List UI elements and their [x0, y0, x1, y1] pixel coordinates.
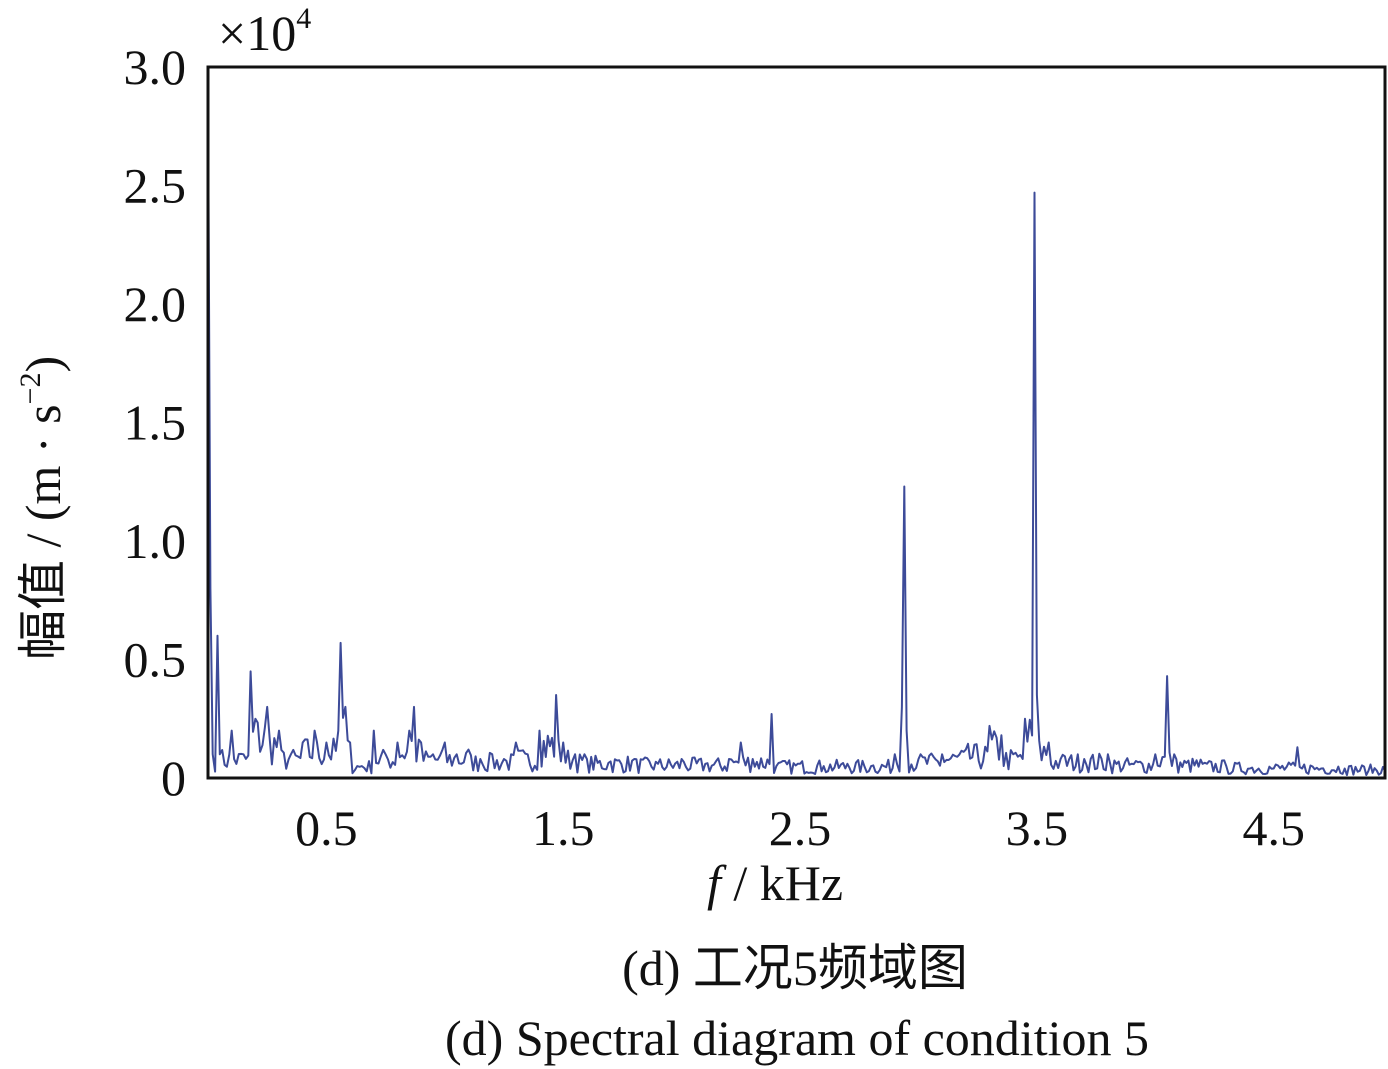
x-tick-labels: 0.5 1.5 2.5 3.5 4.5	[295, 800, 1305, 856]
y-tick-label: 0	[161, 750, 186, 806]
y-tick-label: 2.5	[124, 158, 187, 214]
caption-chinese: (d) 工况5频域图	[622, 940, 968, 996]
caption-english: (d) Spectral diagram of condition 5	[445, 1010, 1149, 1066]
x-tick-label: 2.5	[769, 800, 832, 856]
y-tick-label: 2.0	[124, 276, 187, 332]
x-tick-label: 0.5	[295, 800, 358, 856]
x-tick-label: 1.5	[532, 800, 595, 856]
x-axis-label: f / kHz	[707, 855, 843, 911]
y-tick-label: 0.5	[124, 632, 187, 688]
y-multiplier: ×104	[218, 2, 311, 61]
y-tick-label: 3.0	[124, 39, 187, 95]
x-tick-label: 4.5	[1242, 800, 1305, 856]
x-tick-label: 3.5	[1006, 800, 1069, 856]
y-tick-label: 1.5	[124, 395, 187, 451]
y-axis-label: 幅值 / (m · s−2)	[14, 356, 71, 660]
spectrum-line	[207, 90, 1386, 777]
y-tick-label: 1.0	[124, 513, 187, 569]
plot-frame	[206, 65, 1387, 780]
y-tick-labels: 0 0.5 1.0 1.5 2.0 2.5 3.0	[124, 39, 187, 806]
